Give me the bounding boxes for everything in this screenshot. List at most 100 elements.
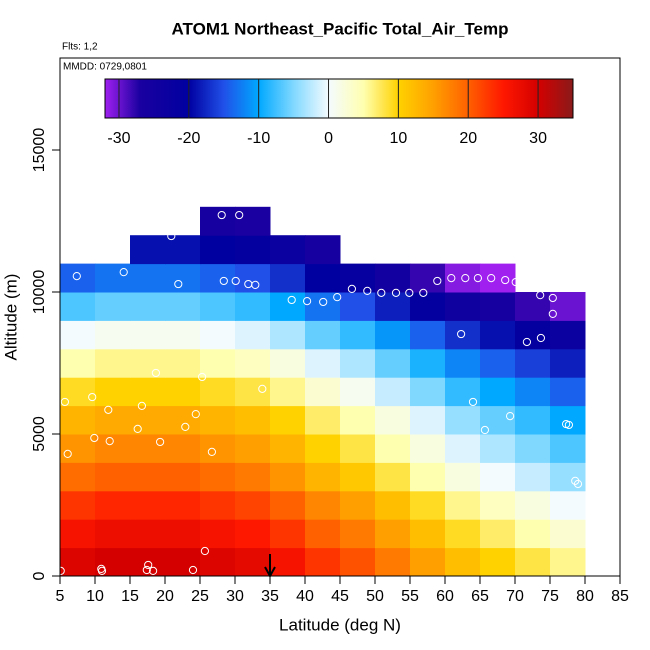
colorbar-tick-label: 30 <box>529 130 547 147</box>
x-tick-label: 30 <box>226 588 244 605</box>
heatmap-cell <box>200 490 236 520</box>
heatmap-cell <box>200 547 236 577</box>
x-tick-label: 70 <box>506 588 524 605</box>
heatmap-cell <box>305 547 341 577</box>
observation-point <box>90 433 99 443</box>
heatmap-cell <box>200 519 236 549</box>
observation-point <box>231 276 240 286</box>
heatmap-cell <box>95 547 131 577</box>
observation-point <box>461 273 470 283</box>
heatmap-cell <box>130 320 166 350</box>
heatmap-cell <box>305 462 341 492</box>
x-tick-label: 40 <box>296 588 314 605</box>
heatmap-cell <box>340 377 376 407</box>
heatmap-cell <box>235 235 271 265</box>
observation-point <box>217 210 226 220</box>
observation-point <box>501 275 510 285</box>
heatmap-cell <box>165 519 201 549</box>
heatmap-cell <box>550 547 586 577</box>
heatmap-cell <box>305 263 341 293</box>
heatmap-cell <box>515 377 551 407</box>
heatmap-cell <box>480 547 516 577</box>
heatmap-cell <box>410 519 446 549</box>
heatmap-cell <box>95 377 131 407</box>
heatmap-cell <box>480 320 516 350</box>
heatmap-cell <box>375 462 411 492</box>
heatmap-cell <box>235 434 271 463</box>
x-tick-label: 15 <box>121 588 139 605</box>
heatmap-cell <box>270 490 306 520</box>
colorbar-tick-label: 20 <box>459 130 477 147</box>
observation-point <box>167 231 176 241</box>
heatmap-cell <box>60 320 96 350</box>
observation-point <box>457 329 466 339</box>
y-tick-label: 10000 <box>31 270 48 315</box>
x-tick-label: 60 <box>436 588 454 605</box>
heatmap-cell <box>480 490 516 520</box>
heatmap-cell <box>480 519 516 549</box>
observation-point <box>200 546 209 556</box>
heatmap-cell <box>165 405 201 435</box>
heatmap-cell <box>270 434 306 463</box>
heatmap-cell <box>515 292 551 321</box>
heatmap-cell <box>375 320 411 350</box>
heatmap-cell <box>340 519 376 549</box>
heatmap-cell <box>410 377 446 407</box>
observation-point <box>548 309 557 318</box>
x-tick-label: 5 <box>56 588 65 605</box>
heatmap-cell <box>200 462 236 492</box>
heatmap-cell <box>165 547 201 577</box>
heatmap-cell <box>445 263 481 293</box>
heatmap-cell <box>200 434 236 463</box>
heatmap-cell <box>200 235 236 265</box>
observation-point <box>181 422 190 432</box>
heatmap-cell <box>200 405 236 435</box>
observation-point <box>174 279 183 289</box>
heatmap-cell <box>480 263 516 293</box>
heatmap-cell <box>235 547 271 577</box>
heatmap-cell <box>515 348 551 378</box>
heatmap-cell <box>200 348 236 378</box>
observation-point <box>76 250 85 260</box>
heatmap-cell <box>445 292 481 321</box>
heatmap-cell <box>95 462 131 492</box>
observation-point <box>287 295 296 305</box>
heatmap-cell <box>550 519 586 549</box>
observation-point <box>119 268 128 277</box>
observation-point <box>492 249 501 258</box>
observation-point <box>105 437 114 446</box>
x-tick-label: 25 <box>191 588 209 605</box>
heatmap-cell <box>95 434 131 463</box>
heatmap-cell <box>60 405 96 435</box>
heatmap-cell <box>235 462 271 492</box>
heatmap-cell <box>165 263 201 293</box>
heatmap-cell <box>410 490 446 520</box>
heatmap-cell <box>375 519 411 549</box>
colorbar <box>104 78 574 119</box>
heatmap-cell <box>95 405 131 435</box>
x-axis-label: Latitude (deg N) <box>279 615 401 634</box>
heatmap-cell <box>60 263 96 293</box>
heatmap-cell <box>200 206 236 236</box>
observation-point <box>142 565 151 575</box>
heatmap-cell <box>130 292 166 321</box>
heatmap-cell <box>305 490 341 520</box>
heatmap-cell <box>340 348 376 378</box>
heatmap-cell <box>235 263 271 293</box>
heatmap-cell <box>165 377 201 407</box>
observation-point <box>419 288 428 297</box>
heatmap-cell <box>270 519 306 549</box>
observation-point <box>63 449 72 458</box>
heatmap-cell <box>200 377 236 407</box>
heatmap-cell <box>550 434 586 463</box>
x-tick-label: 50 <box>366 588 384 605</box>
heatmap-cell <box>165 320 201 350</box>
heatmap-cell <box>95 519 131 549</box>
observation-point <box>405 288 414 297</box>
heatmap-cell <box>130 348 166 378</box>
heatmap-cell <box>410 292 446 321</box>
heatmap-cell <box>305 405 341 435</box>
heatmap-cell <box>235 405 271 435</box>
heatmap-cell <box>130 490 166 520</box>
heatmap-cell <box>305 434 341 463</box>
